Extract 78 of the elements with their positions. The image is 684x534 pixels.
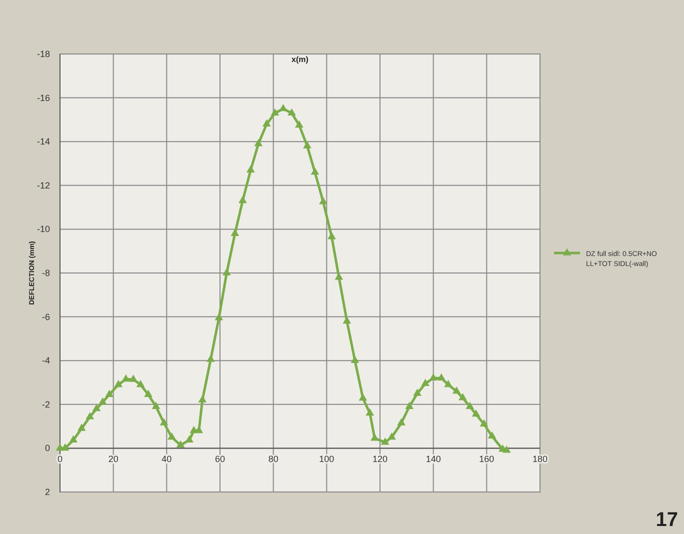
point bbox=[295, 120, 304, 128]
point bbox=[472, 409, 480, 417]
point bbox=[144, 390, 152, 397]
point bbox=[98, 397, 107, 405]
point bbox=[319, 197, 328, 204]
point bbox=[437, 373, 446, 381]
point bbox=[105, 390, 114, 397]
point bbox=[262, 119, 271, 126]
point bbox=[413, 388, 422, 396]
point bbox=[303, 141, 312, 148]
y-tick-label: -8 bbox=[42, 268, 50, 278]
point bbox=[444, 380, 452, 388]
point bbox=[69, 435, 78, 442]
point bbox=[429, 373, 438, 381]
point bbox=[358, 393, 368, 401]
point bbox=[254, 138, 263, 146]
y-tick-label: 2 bbox=[44, 487, 50, 497]
point bbox=[129, 374, 138, 382]
point bbox=[458, 393, 467, 400]
point bbox=[421, 378, 430, 386]
point bbox=[77, 424, 86, 431]
y-tick-label: -14 bbox=[36, 136, 50, 147]
x-tick-label: 40 bbox=[162, 454, 172, 464]
point bbox=[122, 374, 130, 382]
y-tick-label: -16 bbox=[36, 92, 50, 103]
point bbox=[238, 196, 247, 204]
point bbox=[370, 434, 379, 441]
point bbox=[168, 432, 176, 440]
point bbox=[366, 408, 374, 416]
x-tick-label: 100 bbox=[319, 454, 334, 464]
y-tick-label: -4 bbox=[42, 356, 50, 366]
x-tick-label: 140 bbox=[426, 454, 441, 464]
point bbox=[279, 104, 288, 112]
point bbox=[405, 402, 414, 409]
point bbox=[380, 437, 390, 445]
y-tick-label: -6 bbox=[42, 312, 50, 322]
y-tick-label: 0 bbox=[44, 443, 50, 454]
point bbox=[214, 313, 224, 320]
point bbox=[160, 418, 168, 426]
point bbox=[198, 395, 207, 402]
point bbox=[86, 412, 94, 420]
point bbox=[502, 446, 511, 453]
x-tick-label: 60 bbox=[214, 454, 226, 464]
point bbox=[60, 443, 70, 451]
x-axis-title: x(m) bbox=[292, 55, 309, 64]
point bbox=[466, 402, 474, 409]
point bbox=[397, 418, 406, 426]
point bbox=[222, 268, 231, 276]
x-tick-label: 20 bbox=[108, 454, 118, 464]
point bbox=[488, 431, 496, 439]
y-tick-label: -18 bbox=[36, 49, 50, 59]
point bbox=[176, 440, 185, 448]
point bbox=[350, 356, 360, 364]
point bbox=[230, 228, 240, 236]
text: 17 bbox=[656, 509, 678, 531]
point bbox=[206, 354, 215, 362]
point bbox=[114, 380, 123, 388]
point bbox=[288, 108, 296, 116]
point bbox=[92, 404, 101, 412]
x-tick-label: 80 bbox=[268, 454, 278, 464]
point bbox=[194, 426, 204, 434]
point bbox=[246, 165, 255, 172]
point bbox=[152, 402, 160, 409]
x-tick-label: 160 bbox=[479, 454, 494, 464]
point bbox=[328, 232, 336, 240]
point bbox=[270, 108, 280, 116]
y-tick-label: -10 bbox=[36, 224, 50, 234]
point bbox=[185, 435, 194, 442]
x-tick-label: 180 bbox=[532, 454, 548, 464]
point bbox=[452, 386, 461, 394]
y-tick-label: -2 bbox=[42, 399, 50, 410]
point bbox=[480, 419, 488, 427]
point bbox=[334, 272, 344, 280]
point bbox=[388, 432, 396, 440]
x-tick-label: 120 bbox=[372, 454, 388, 464]
point bbox=[310, 167, 320, 175]
y-tick-label: -12 bbox=[36, 180, 50, 190]
point bbox=[136, 380, 145, 388]
